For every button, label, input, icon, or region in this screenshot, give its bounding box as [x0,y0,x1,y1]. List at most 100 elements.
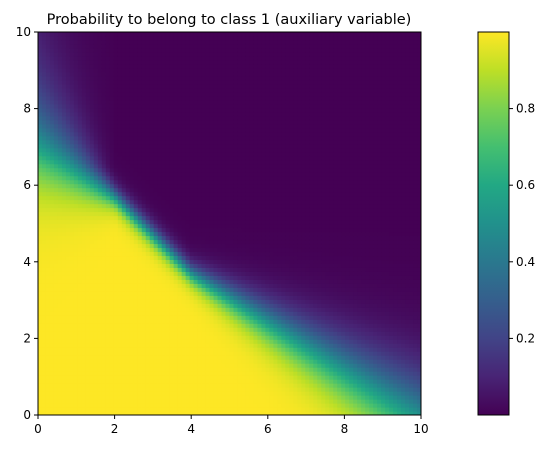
heatmap-cell [157,335,163,340]
heatmap-cell [201,159,207,165]
heatmap-cell [57,87,63,93]
heatmap-cell [189,32,195,37]
heatmap-cell [237,227,243,233]
heatmap-cell [161,283,167,288]
heatmap-cell [221,167,227,173]
heatmap-cell [45,111,51,117]
heatmap-cell [137,407,143,412]
heatmap-cell [141,303,147,308]
heatmap-cell [153,71,159,77]
heatmap-cell [149,375,155,380]
heatmap-cell [38,259,43,264]
heatmap-cell [45,387,51,392]
heatmap-cell [69,55,75,61]
heatmap-cell [61,55,67,61]
heatmap-cell [233,259,239,264]
heatmap-cell [241,75,247,81]
heatmap-cell [137,399,143,404]
heatmap-cell [117,347,123,352]
heatmap-cell [113,159,119,165]
heatmap-cell [125,187,131,193]
heatmap-cell [69,83,75,89]
heatmap-cell [173,335,179,340]
heatmap-cell [173,111,179,117]
heatmap-cell [217,319,223,324]
heatmap-cell [173,239,179,245]
heatmap-cell [177,311,183,316]
heatmap-cell [101,119,107,125]
heatmap-cell [197,199,203,205]
heatmap-cell [149,235,155,241]
heatmap-cell [197,119,203,125]
heatmap-cell [53,51,59,57]
heatmap-cell [101,339,107,344]
heatmap-cell [193,303,199,308]
heatmap-cell [189,159,195,165]
heatmap-cell [81,67,87,73]
heatmap-cell [61,319,67,324]
heatmap-cell [109,307,115,312]
heatmap-cell [153,135,159,141]
heatmap-cell [61,207,67,213]
heatmap-cell [133,107,139,113]
heatmap-cell [165,399,171,404]
heatmap-cell [69,275,75,280]
heatmap-cell [189,207,195,213]
heatmap-cell [113,223,119,229]
heatmap-cell [185,47,191,53]
heatmap-cell [229,275,235,280]
heatmap-cell [85,323,91,328]
heatmap-cell [149,71,155,77]
heatmap-cell [161,83,167,89]
heatmap-cell [61,227,67,233]
heatmap-cell [169,59,175,65]
heatmap-cell [173,143,179,149]
heatmap-cell [173,295,179,300]
heatmap-cell [89,151,95,157]
heatmap-cell [217,191,223,197]
heatmap-cell [217,99,223,105]
heatmap-cell [197,359,203,364]
heatmap-cell [233,215,239,221]
heatmap-cell [229,395,235,400]
heatmap-cell [81,95,87,101]
heatmap-cell [53,32,59,37]
heatmap-cell [161,327,167,332]
heatmap-cell [45,323,51,328]
heatmap-cell [145,363,151,368]
heatmap-cell [177,51,183,57]
heatmap-cell [41,367,47,372]
heatmap-cell [93,227,99,233]
heatmap-cell [185,103,191,109]
heatmap-cell [41,379,47,384]
heatmap-cell [113,303,119,308]
heatmap-cell [225,71,231,77]
heatmap-cell [205,327,211,332]
heatmap-cell [85,55,91,61]
heatmap-cell [105,155,111,161]
heatmap-cell [101,263,107,268]
heatmap-cell [153,311,159,316]
heatmap-cell [38,271,43,276]
heatmap-cell [109,339,115,344]
heatmap-cell [153,315,159,320]
heatmap-cell [225,359,231,364]
heatmap-cell [177,363,183,368]
heatmap-cell [169,283,175,288]
heatmap-cell [213,311,219,316]
heatmap-cell [93,335,99,340]
heatmap-cell [197,275,203,280]
heatmap-cell [93,323,99,328]
heatmap-cell [109,123,115,129]
heatmap-cell [69,279,75,284]
heatmap-cell [241,107,247,113]
heatmap-cell [73,355,79,360]
heatmap-cell [201,343,207,348]
heatmap-cell [169,319,175,324]
heatmap-cell [93,143,99,149]
heatmap-cell [81,347,87,352]
heatmap-cell [45,99,51,105]
heatmap-cell [185,183,191,189]
heatmap-cell [169,287,175,292]
heatmap-cell [117,355,123,360]
